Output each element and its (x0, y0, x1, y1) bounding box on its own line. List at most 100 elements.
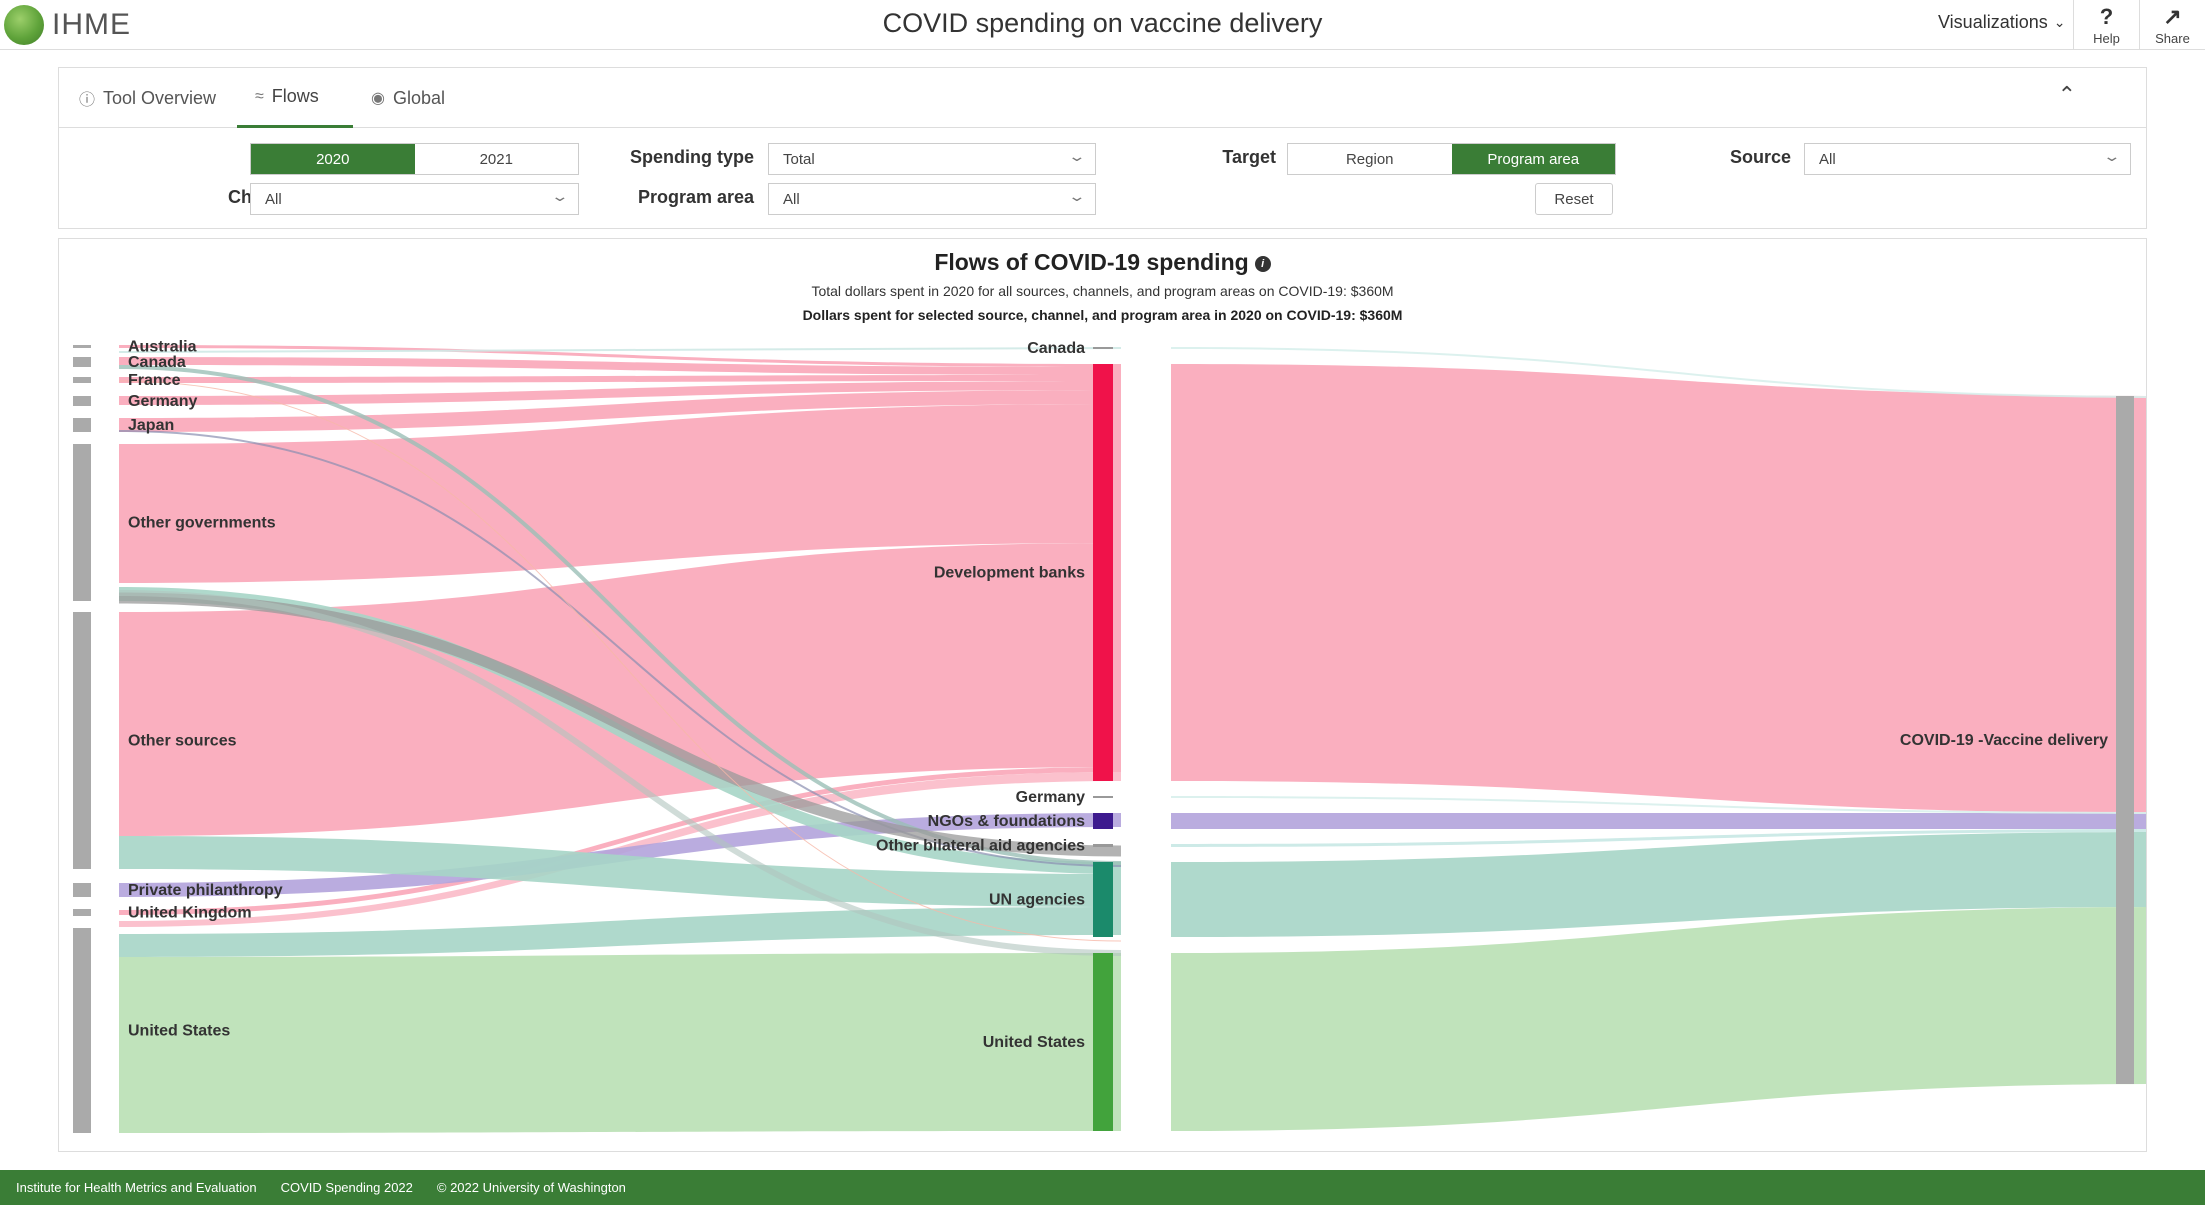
flows-chart-panel: Flows of COVID-19 spending i Total dollar… (58, 238, 2147, 1152)
flow-australia-dev-banks[interactable] (119, 345, 1121, 367)
share-label: Share (2155, 31, 2190, 46)
source-label-private-philanthropy: Private philanthropy (128, 882, 283, 899)
source-node-other-governments[interactable] (73, 444, 91, 601)
chart-title: Flows of COVID-19 spending (934, 249, 1249, 275)
chart-subtitle-total: Total dollars spent in 2020 for all sour… (811, 283, 1394, 299)
channel-node-other-bilateral-aid-agencies[interactable] (1093, 844, 1113, 847)
flow-bilateral-vaccine[interactable] (1171, 829, 2146, 847)
flow-us-us-channel[interactable] (119, 953, 1121, 1133)
flow-other-governments-dev-banks[interactable] (119, 404, 1121, 583)
source-label-japan: Japan (128, 417, 174, 434)
footer-product: COVID Spending 2022 (280, 1180, 413, 1195)
chevron-up-icon: ⌃ (2057, 82, 2076, 107)
source-label-canada: Canada (128, 354, 186, 371)
target-node-covid-19-vaccine-delivery[interactable] (2116, 396, 2134, 1084)
flow-france-dev-banks[interactable] (119, 375, 1121, 383)
channel-value: All (265, 190, 282, 208)
source-node-france[interactable] (73, 377, 91, 383)
ihme-logo[interactable]: IHME (4, 5, 131, 45)
channel-label-un-agencies: UN agencies (989, 892, 1085, 909)
flow-un-vaccine[interactable] (1171, 832, 2146, 937)
flow-canada-dev-banks[interactable] (119, 357, 1121, 375)
tab-tool-overview[interactable]: ⓘ Tool Overview (79, 68, 229, 128)
flow-france-us-strand[interactable] (118, 380, 1122, 942)
source-node-australia[interactable] (73, 345, 91, 348)
source-node-canada[interactable] (73, 357, 91, 367)
source-label-other-sources: Other sources (128, 733, 237, 750)
source-node-japan[interactable] (73, 418, 91, 432)
help-label: Help (2093, 31, 2120, 46)
tab-flows[interactable]: ≈ Flows (237, 68, 353, 128)
visualizations-menu[interactable]: Visualizations ⌄ (1938, 12, 2065, 33)
source-label: Source (1729, 147, 1791, 167)
source-label-united-states: United States (128, 1023, 230, 1040)
spending-type-label: Spending type (629, 147, 754, 167)
tab-label: Global (392, 87, 445, 108)
source-node-other-sources[interactable] (73, 612, 91, 869)
flow-other-sources-dev-banks[interactable] (119, 543, 1121, 836)
app-header: IHME COVID spending on vaccine delivery … (0, 0, 2205, 50)
year-toggle: 2020 2021 (250, 143, 579, 175)
channel-node-germany[interactable] (1093, 796, 1113, 798)
footer: Institute for Health Metrics and Evaluat… (0, 1170, 2205, 1205)
visualizations-label: Visualizations (1938, 12, 2048, 32)
info-icon[interactable]: i (1254, 255, 1271, 272)
channel-node-ngos-foundations[interactable] (1093, 813, 1113, 829)
tab-label: Flows (271, 86, 319, 106)
channel-node-united-states[interactable] (1093, 953, 1113, 1131)
info-icon: ⓘ (79, 92, 96, 109)
flow-us-channel-vaccine[interactable] (1171, 907, 2146, 1131)
year-option-2021[interactable]: 2021 (414, 144, 578, 174)
channel-label-germany: Germany (1016, 789, 1085, 806)
program-area-select[interactable]: All ⌄ (768, 183, 1096, 215)
flow-other-governments-us-strand-2[interactable] (118, 590, 1122, 956)
spending-type-select[interactable]: Total ⌄ (768, 143, 1096, 175)
source-node-private-philanthropy[interactable] (73, 883, 91, 897)
spending-type-value: Total (783, 150, 815, 168)
chevron-down-icon: ⌄ (2053, 14, 2066, 30)
program-area-value: All (783, 190, 800, 208)
flow-canada-canada-strand[interactable] (118, 347, 1122, 353)
channel-label-other-bilateral-aid-agencies: Other bilateral aid agencies (876, 838, 1085, 855)
help-button[interactable]: ? Help (2073, 0, 2139, 50)
channel-label-united-states: United States (983, 1034, 1085, 1051)
source-node-germany[interactable] (73, 396, 91, 406)
tab-global[interactable]: ◉ Global (371, 68, 471, 128)
target-option-program-area[interactable]: Program area (1451, 144, 1615, 174)
globe-icon: ◉ (371, 90, 385, 107)
sankey-nodes (73, 345, 2134, 1133)
channel-node-canada[interactable] (1093, 347, 1113, 349)
flow-ngos-vaccine[interactable] (1171, 813, 2146, 829)
tab-label: Tool Overview (103, 87, 217, 108)
channel-node-development-banks[interactable] (1093, 364, 1113, 781)
flow-dev-banks-vaccine[interactable] (1171, 364, 2146, 813)
chevron-down-icon: ⌄ (550, 188, 570, 204)
collapse-panel-button[interactable]: ⌃ (2058, 82, 2076, 108)
channel-node-un-agencies[interactable] (1093, 862, 1113, 937)
source-label-united-kingdom: United Kingdom (128, 905, 252, 922)
year-option-2020[interactable]: 2020 (251, 144, 415, 174)
flow-germany-dev-banks[interactable] (119, 381, 1121, 405)
source-label-other-governments: Other governments (128, 515, 276, 532)
channel-label-canada: Canada (1027, 340, 1085, 357)
flow-uk-dev-banks[interactable] (119, 767, 1121, 915)
flow-us-un[interactable] (119, 907, 1121, 957)
footer-org[interactable]: Institute for Health Metrics and Evaluat… (16, 1180, 257, 1195)
flow-other-sources-un[interactable] (119, 836, 1121, 907)
page-title: COVID spending on vaccine delivery (882, 8, 1323, 38)
channel-select[interactable]: All ⌄ (250, 183, 579, 215)
source-value: All (1819, 150, 1836, 168)
logo-text: IHME (52, 8, 131, 41)
flow-germany-channel-vaccine[interactable] (1171, 796, 2146, 814)
tab-bar: ⓘ Tool Overview ≈ Flows ◉ Global ⌃ (59, 68, 2146, 128)
source-node-united-states[interactable] (73, 928, 91, 1133)
source-label-germany: Germany (128, 393, 197, 410)
source-node-united-kingdom[interactable] (73, 909, 91, 916)
source-select[interactable]: All ⌄ (1804, 143, 2131, 175)
reset-button[interactable]: Reset (1535, 183, 1613, 215)
share-button[interactable]: ↗ Share (2139, 0, 2205, 50)
channel-label-development-banks: Development banks (934, 565, 1085, 582)
target-option-region[interactable]: Region (1288, 144, 1452, 174)
